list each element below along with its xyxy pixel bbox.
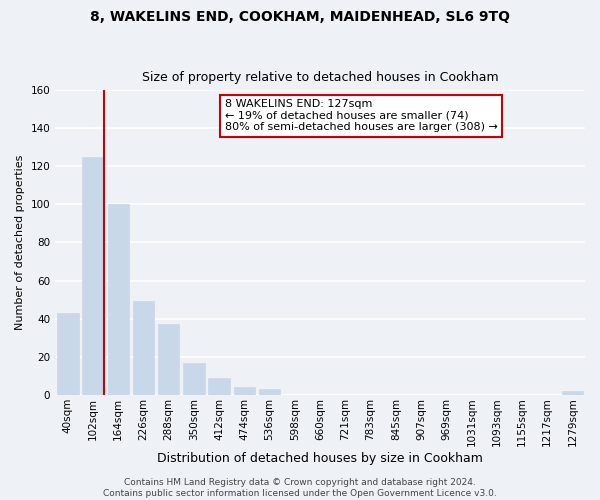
- Bar: [133, 302, 154, 395]
- Y-axis label: Number of detached properties: Number of detached properties: [15, 154, 25, 330]
- Text: 8 WAKELINS END: 127sqm
← 19% of detached houses are smaller (74)
80% of semi-det: 8 WAKELINS END: 127sqm ← 19% of detached…: [225, 99, 497, 132]
- Bar: [259, 389, 280, 395]
- Bar: [107, 204, 129, 395]
- Title: Size of property relative to detached houses in Cookham: Size of property relative to detached ho…: [142, 72, 499, 85]
- Bar: [82, 156, 104, 395]
- Bar: [233, 388, 255, 395]
- X-axis label: Distribution of detached houses by size in Cookham: Distribution of detached houses by size …: [157, 452, 483, 465]
- Bar: [562, 391, 583, 395]
- Text: 8, WAKELINS END, COOKHAM, MAIDENHEAD, SL6 9TQ: 8, WAKELINS END, COOKHAM, MAIDENHEAD, SL…: [90, 10, 510, 24]
- Bar: [208, 378, 230, 395]
- Bar: [57, 313, 79, 395]
- Bar: [183, 362, 205, 395]
- Bar: [158, 324, 179, 395]
- Text: Contains HM Land Registry data © Crown copyright and database right 2024.
Contai: Contains HM Land Registry data © Crown c…: [103, 478, 497, 498]
